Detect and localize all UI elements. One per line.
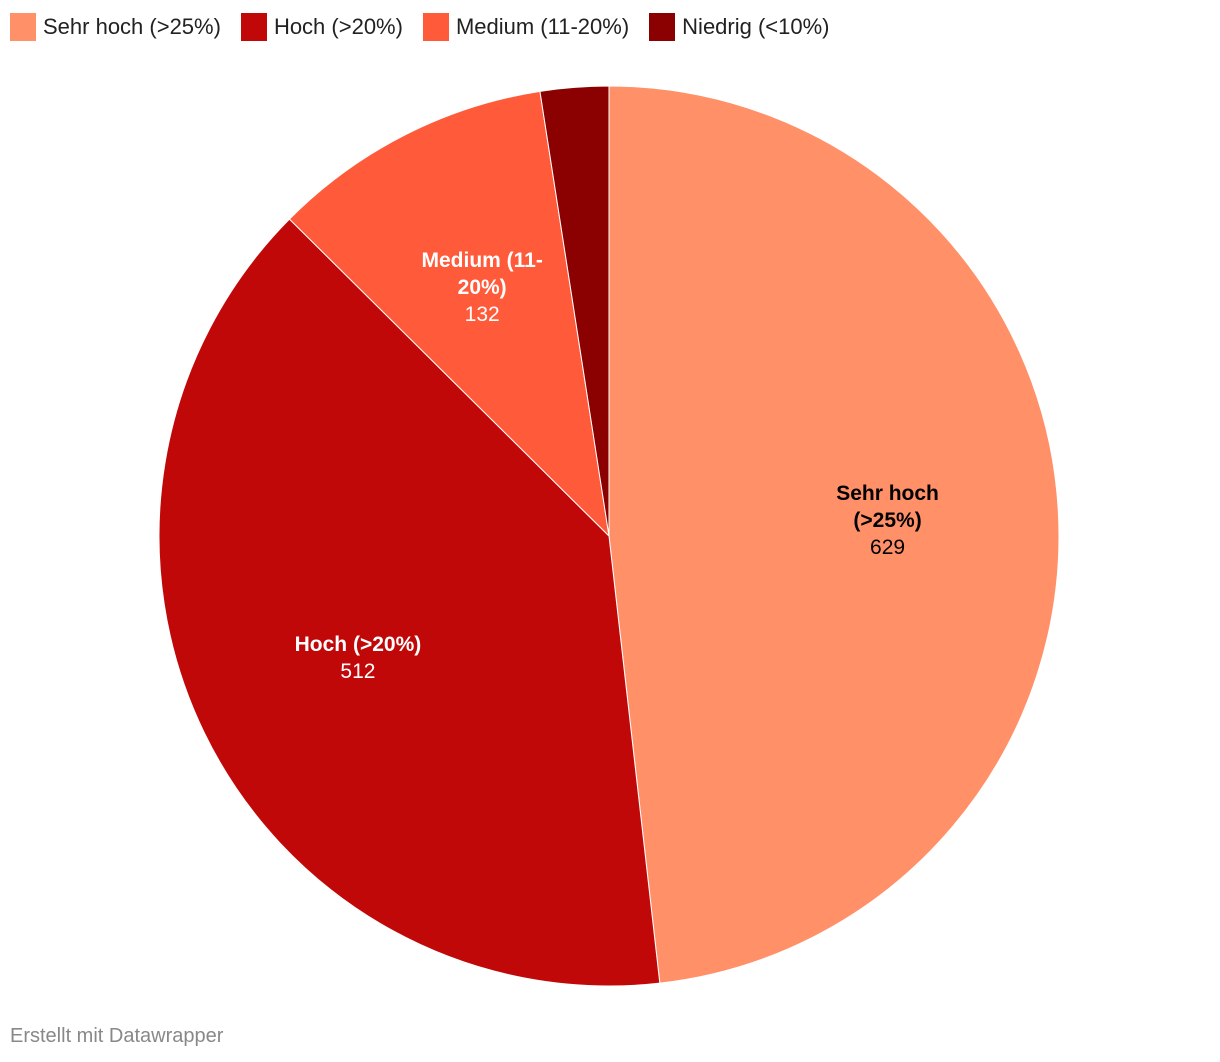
footer: Erstellt mit Datawrapper <box>10 1025 224 1047</box>
slice-label: Hoch (>20%) 512 <box>273 631 443 685</box>
slice-label: Medium (11-20%) 132 <box>397 247 567 328</box>
slice-category: Sehr hoch (>25%) <box>836 481 939 532</box>
pie-slice <box>158 218 661 987</box>
pie-slice <box>288 90 610 538</box>
slice-value: 512 <box>340 659 376 683</box>
slice-category: Hoch (>20%) <box>294 632 422 656</box>
slice-label: Sehr hoch (>25%) 629 <box>803 480 973 561</box>
legend-item: Sehr hoch (>25%) <box>10 13 221 41</box>
legend-swatch <box>422 13 449 41</box>
slice-category: Medium (11-20%) <box>421 248 543 299</box>
pie-slice <box>608 85 1060 984</box>
legend-swatch <box>10 13 36 41</box>
legend: Sehr hoch (>25%) Hoch (>20%) Medium (11-20… <box>10 13 830 41</box>
legend-item: Hoch (>20%) <box>240 13 403 41</box>
slice-value: 132 <box>464 302 500 326</box>
legend-label: Niedrig (<10%) <box>682 14 830 39</box>
legend-item: Medium (11-20%) <box>422 13 630 41</box>
pie-slice <box>539 85 610 537</box>
legend-item: Niedrig (<10%) <box>649 13 830 41</box>
legend-swatch <box>240 13 267 41</box>
slice-value: 629 <box>870 535 906 559</box>
legend-label: Hoch (>20%) <box>273 14 403 39</box>
legend-label: Sehr hoch (>25%) <box>43 14 221 39</box>
legend-swatch <box>649 13 676 41</box>
legend-label: Medium (11-20%) <box>455 14 630 39</box>
